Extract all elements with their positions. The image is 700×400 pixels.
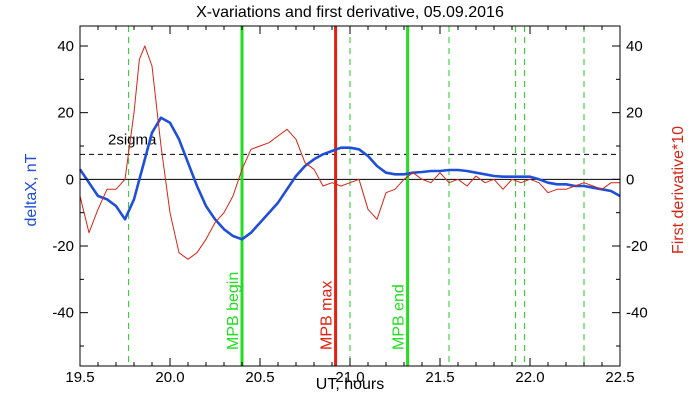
y-tick-label-left-2: 0 — [66, 171, 74, 188]
series-derivative-line — [79, 45, 620, 260]
series-deltax-line — [78, 116, 621, 241]
x-tick-label-0: 19.5 — [65, 369, 94, 386]
y-tick-label-right-3: 20 — [626, 105, 643, 122]
y-tick-label-left-0: -40 — [52, 305, 74, 322]
x-axis-label: UT, hours — [316, 376, 384, 393]
x-tick-label-4: 21.5 — [425, 369, 454, 386]
mpb-end-label: MPB end — [391, 284, 408, 350]
mpb-max-label: MPB max — [319, 281, 336, 350]
x-tick-label-5: 22.0 — [515, 369, 544, 386]
y-tick-label-left-3: 20 — [57, 105, 74, 122]
y-tick-label-right-1: -20 — [626, 238, 648, 255]
y-tick-label-right-4: 40 — [626, 38, 643, 55]
chart-title: X-variations and first derivative, 05.09… — [196, 4, 504, 21]
mpb-begin-label: MPB begin — [225, 272, 242, 350]
plot-area: 2sigma MPB begin MPB max MPB end — [78, 26, 621, 366]
axes: 19.5 20.0 20.5 21.0 21.5 22.0 22.5 -40 -40 -20 -20… — [52, 25, 648, 386]
y-axis-label-right: First derivative*10 — [670, 126, 687, 254]
sigma-label: 2sigma — [108, 131, 157, 148]
x-tick-label-2: 20.5 — [245, 369, 274, 386]
x-tick-label-1: 20.0 — [155, 369, 184, 386]
y-tick-label-left-4: 40 — [57, 38, 74, 55]
y-tick-label-left-1: -20 — [52, 238, 74, 255]
x-tick-label-6: 22.5 — [605, 369, 634, 386]
y-tick-label-right-2: 0 — [626, 171, 634, 188]
y-tick-label-right-0: -40 — [626, 305, 648, 322]
y-axis-label-left: deltaX, nT — [23, 153, 40, 226]
x-tick-label-3: 21.0 — [335, 369, 364, 386]
